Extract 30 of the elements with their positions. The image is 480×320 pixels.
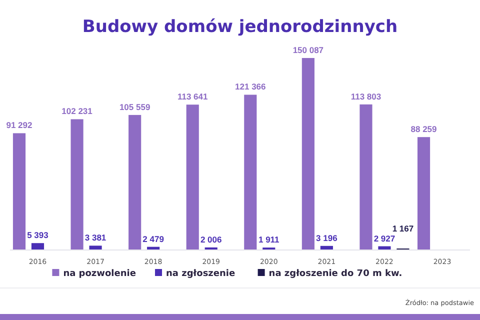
data-label: 3 381 bbox=[84, 232, 106, 243]
bar bbox=[244, 94, 257, 250]
legend-label: na zgłoszenie do 70 m kw. bbox=[268, 269, 402, 279]
bar bbox=[70, 119, 84, 250]
data-label: 1 167 bbox=[392, 224, 414, 234]
bar bbox=[302, 58, 314, 250]
data-label: 2 479 bbox=[142, 234, 164, 244]
data-label: 150 087 bbox=[292, 45, 324, 55]
legend-label: na pozwolenie bbox=[63, 269, 136, 279]
data-label: 88 259 bbox=[410, 124, 438, 134]
data-label: 113 803 bbox=[350, 91, 382, 102]
bar bbox=[186, 104, 199, 250]
bar bbox=[417, 137, 430, 250]
data-label: 91 292 bbox=[6, 120, 33, 130]
bar bbox=[31, 243, 44, 250]
data-label: 2 927 bbox=[374, 233, 396, 244]
data-label: 121 366 bbox=[235, 82, 266, 92]
data-label: 105 559 bbox=[119, 102, 150, 112]
data-label: 113 641 bbox=[177, 92, 208, 102]
data-label: 5 393 bbox=[27, 230, 49, 240]
bar bbox=[89, 246, 102, 250]
data-label: 102 231 bbox=[62, 106, 93, 116]
bar bbox=[12, 133, 26, 250]
data-label: 1 911 bbox=[258, 234, 280, 245]
data-label: 2 006 bbox=[200, 234, 222, 244]
bar bbox=[128, 114, 142, 250]
bar bbox=[360, 104, 372, 250]
legend-label: na zgłoszenie bbox=[166, 269, 236, 279]
chart-title: Budowy domów jednorodzinnych bbox=[82, 17, 398, 37]
data-label: 3 196 bbox=[316, 232, 338, 243]
